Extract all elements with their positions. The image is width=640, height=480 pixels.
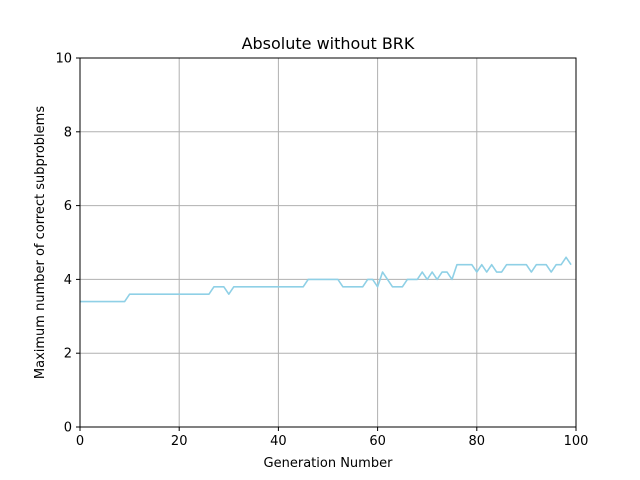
x-tick-label: 100 [564, 434, 589, 449]
chart-title: Absolute without BRK [242, 34, 415, 53]
x-tick-label: 80 [469, 434, 486, 449]
y-tick-label: 2 [64, 347, 72, 362]
x-axis-title: Generation Number [264, 456, 394, 471]
ticks: 0 20 40 60 80 100 0 2 4 6 8 10 [55, 52, 588, 450]
x-tick-label: 60 [369, 434, 386, 449]
x-tick-label: 20 [171, 434, 188, 449]
y-tick-label: 0 [64, 421, 72, 436]
y-axis-title: Maximum number of correct subproblems [33, 106, 48, 379]
x-tick-label: 40 [270, 434, 287, 449]
series-line [80, 256, 572, 303]
series-layer [80, 256, 572, 303]
y-tick-label: 4 [64, 273, 72, 288]
y-tick-label: 8 [64, 125, 72, 140]
y-tick-label: 6 [64, 199, 72, 214]
y-tick-label: 10 [55, 52, 72, 67]
plot-frame [79, 57, 577, 428]
grid [79, 57, 577, 428]
x-tick-label: 0 [76, 434, 84, 449]
